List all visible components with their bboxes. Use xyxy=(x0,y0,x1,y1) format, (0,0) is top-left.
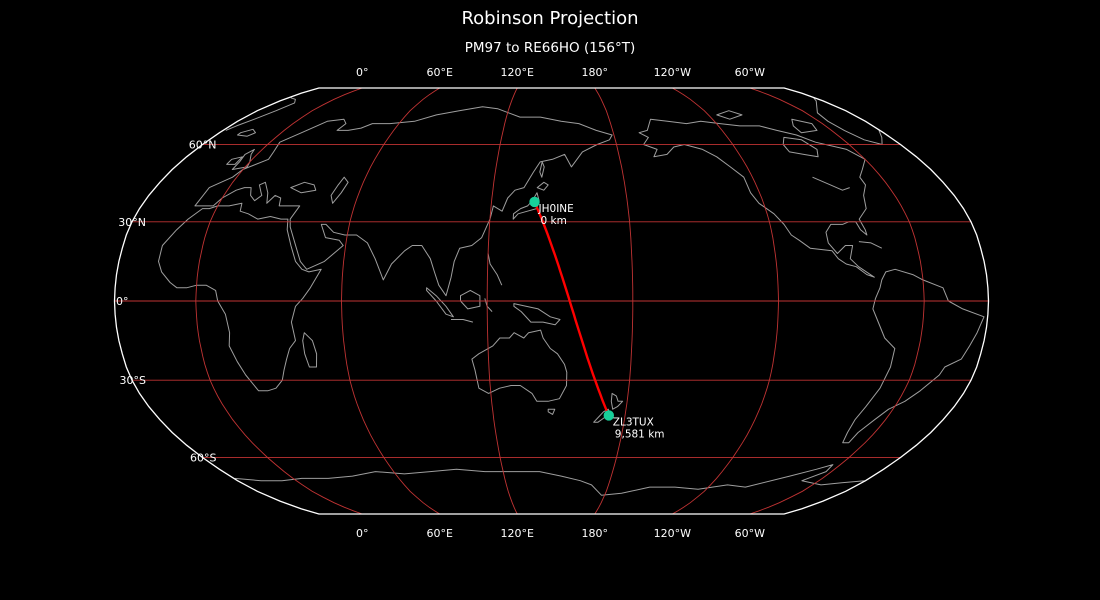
coastline xyxy=(791,118,818,134)
left-latitude-label: 0° xyxy=(116,295,129,308)
coastline xyxy=(484,298,493,312)
marker-zl3tux[interactable] xyxy=(603,410,615,421)
coastlines-layer xyxy=(158,97,985,496)
coastline xyxy=(858,241,883,249)
marker-distance-jh0ine: 0 km xyxy=(541,215,567,227)
coastline xyxy=(158,202,322,392)
coastline xyxy=(290,181,317,194)
coastline xyxy=(610,392,624,410)
coastline xyxy=(234,464,865,496)
left-latitude-label: 60°N xyxy=(189,139,217,152)
coastline xyxy=(716,110,743,120)
meridian-line xyxy=(341,87,440,515)
coastline xyxy=(536,181,549,191)
meridian-line xyxy=(486,87,518,515)
bottom-longitude-label: 0° xyxy=(356,527,369,540)
coastline xyxy=(471,329,568,402)
bottom-longitude-label: 60°E xyxy=(427,527,453,540)
marker-callsign-zl3tux: ZL3TUX xyxy=(613,416,654,428)
marker-jh0ine[interactable] xyxy=(529,196,540,208)
top-longitude-label: 120°E xyxy=(501,66,534,79)
map-boundary xyxy=(113,87,990,515)
meridian-line xyxy=(749,87,925,515)
coastline xyxy=(513,303,561,326)
great-circle-route xyxy=(533,200,610,417)
top-longitude-label: 60°W xyxy=(735,66,765,79)
coastline xyxy=(426,287,454,318)
map-subtitle: PM97 to RE66HO (156°T) xyxy=(464,40,636,56)
coastline xyxy=(487,253,503,286)
coastline xyxy=(237,128,256,137)
coastline xyxy=(451,319,474,323)
marker-callsign-jh0ine: JH0INE xyxy=(538,203,574,215)
coastline xyxy=(547,408,556,415)
coastline xyxy=(302,332,318,368)
coastline xyxy=(225,97,296,131)
left-latitude-label: 30°N xyxy=(118,216,146,229)
marker-distance-zl3tux: 9,581 km xyxy=(615,428,665,440)
top-longitude-label: 60°E xyxy=(427,66,453,79)
left-latitude-label: 30°S xyxy=(119,374,145,387)
meridian-line xyxy=(594,87,634,515)
bottom-longitude-label: 120°W xyxy=(654,527,691,540)
coastline xyxy=(638,118,875,278)
top-longitude-label: 180° xyxy=(582,66,609,79)
coastline xyxy=(194,106,613,297)
coastline xyxy=(460,289,481,310)
bottom-longitude-label: 180° xyxy=(582,527,609,540)
top-longitude-label: 120°W xyxy=(654,66,691,79)
coastline xyxy=(782,136,819,158)
meridian-line xyxy=(195,87,363,515)
coastline xyxy=(539,161,545,178)
left-latitude-label: 60°S xyxy=(190,451,216,464)
bottom-longitude-label: 120°E xyxy=(501,527,534,540)
bottom-longitude-label: 60°W xyxy=(735,527,765,540)
coastline xyxy=(812,176,850,191)
meridian-line xyxy=(672,87,779,515)
graticule-layer xyxy=(114,87,989,515)
coastline xyxy=(231,148,255,170)
map-title: Robinson Projection xyxy=(461,8,639,29)
coastline xyxy=(842,268,985,444)
coastline xyxy=(813,97,883,145)
coastline xyxy=(226,156,243,165)
coastline xyxy=(330,176,349,204)
top-longitude-label: 0° xyxy=(356,66,369,79)
